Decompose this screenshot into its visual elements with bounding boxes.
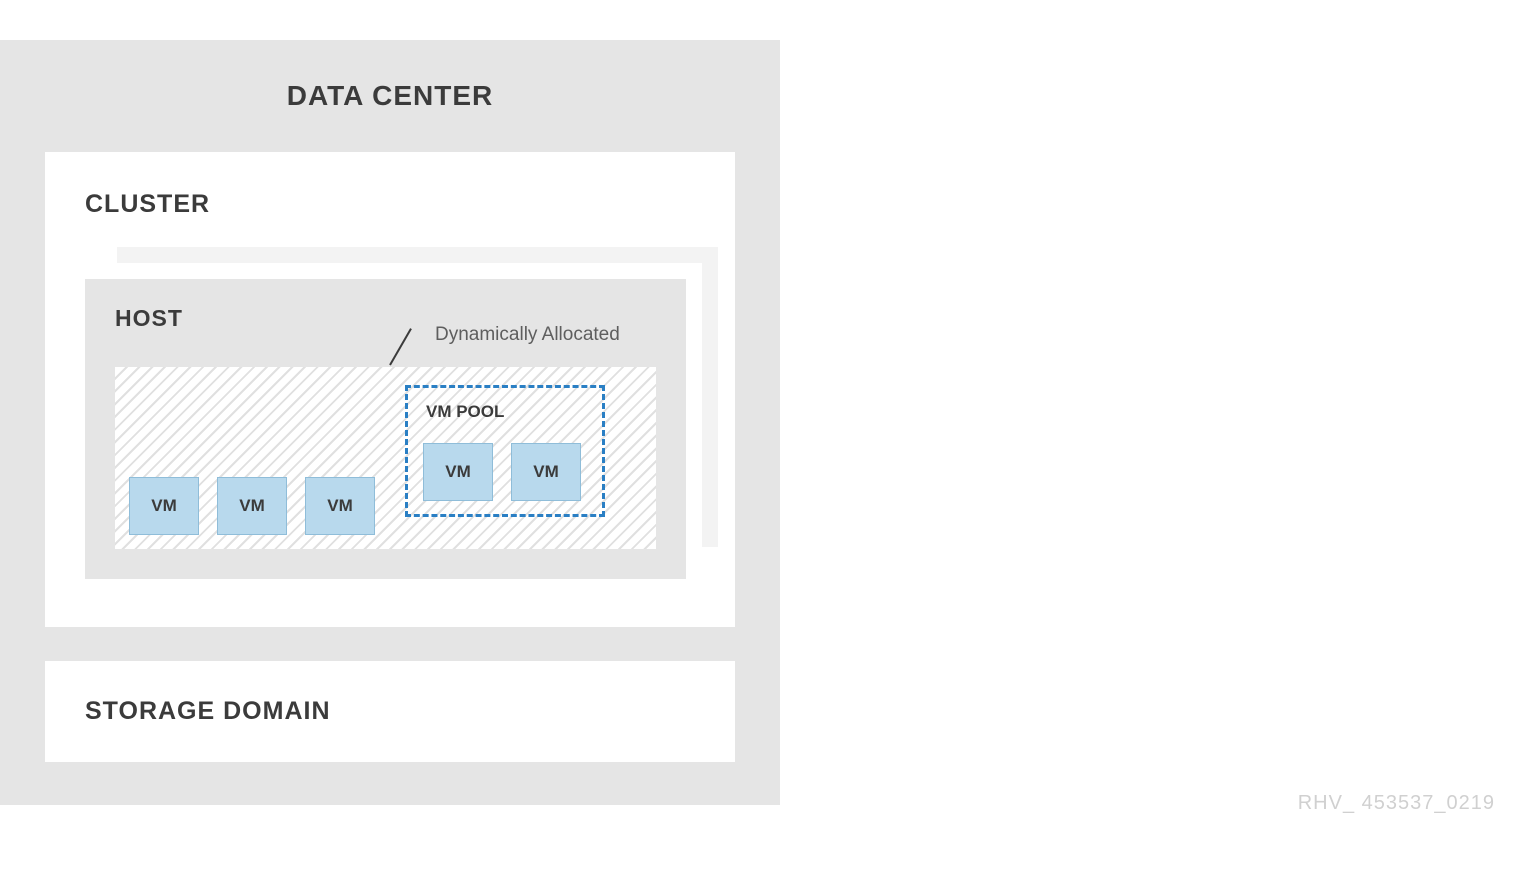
host-panel: HOST Dynamically Allocated VM POOL VM VM…: [85, 279, 686, 579]
vm-pool-title: VM POOL: [426, 402, 602, 422]
vm-box: VM: [511, 443, 581, 501]
vm-box: VM: [129, 477, 199, 535]
vm-pool-items: VM VM: [423, 443, 581, 501]
host-vms: VM VM VM: [129, 477, 375, 535]
vm-box: VM: [423, 443, 493, 501]
vm-box: VM: [217, 477, 287, 535]
host-stack: HOST Dynamically Allocated VM POOL VM VM…: [85, 247, 700, 587]
cluster-panel: CLUSTER HOST Dynamically Allocated VM PO…: [45, 152, 735, 627]
vm-box: VM: [305, 477, 375, 535]
vm-pool: VM POOL VM VM: [405, 385, 605, 517]
storage-domain-panel: STORAGE DOMAIN: [45, 661, 735, 762]
storage-domain-title: STORAGE DOMAIN: [85, 697, 695, 726]
dynamic-allocation-label: Dynamically Allocated: [435, 324, 620, 346]
diagram-id: RHV_ 453537_0219: [1298, 792, 1495, 815]
data-center-title: DATA CENTER: [45, 80, 735, 112]
cluster-title: CLUSTER: [85, 190, 700, 219]
annotation-line: [389, 328, 412, 365]
data-center-panel: DATA CENTER CLUSTER HOST Dynamically All…: [0, 40, 780, 805]
